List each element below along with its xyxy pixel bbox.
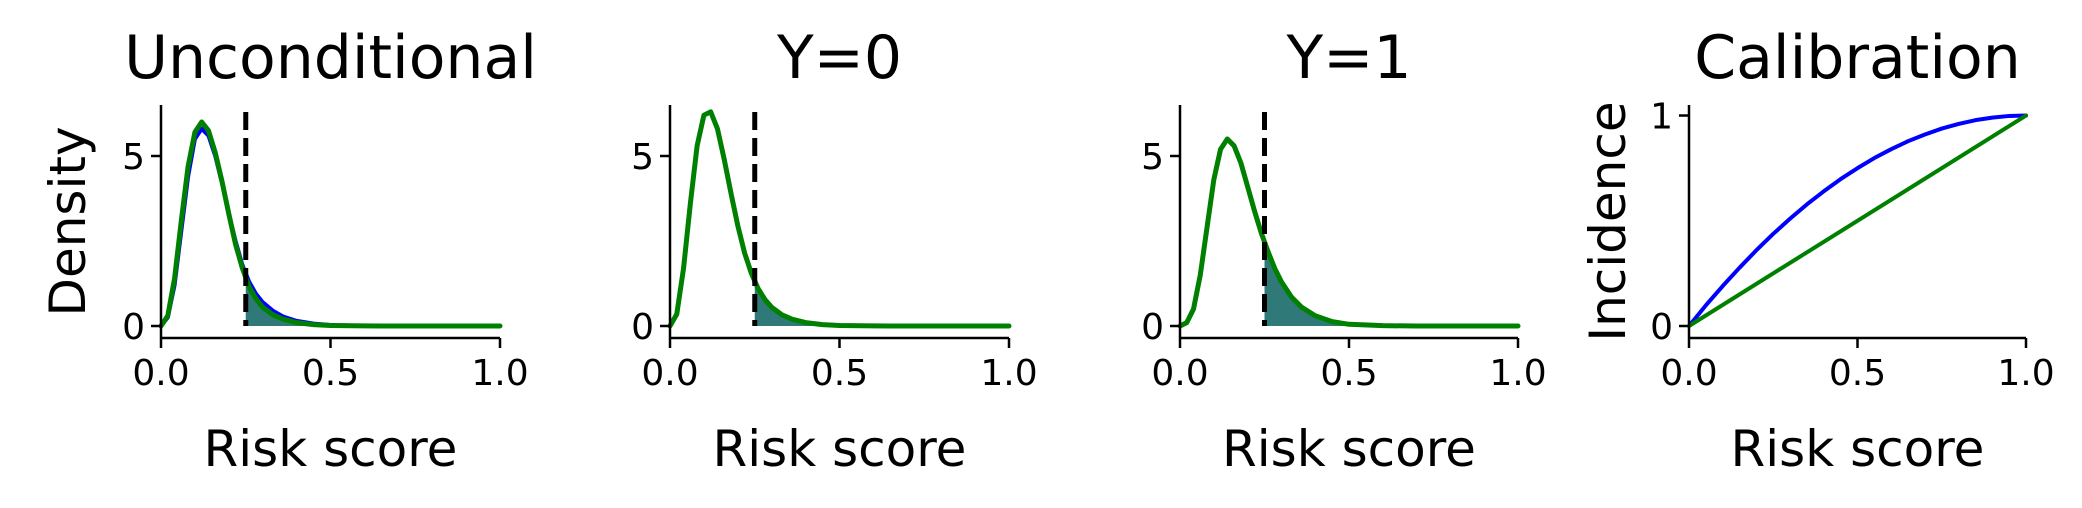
y-tick-label: 5 [122,137,145,178]
y-tick-label: 5 [631,137,654,178]
shaded-tail-area [1264,241,1518,326]
x-axis-label: Risk score [1222,420,1476,478]
x-tick-label: 0.5 [302,353,359,394]
x-tick-label: 1.0 [471,353,528,394]
series-line-green [158,119,503,329]
x-tick-label: 0.0 [641,353,698,394]
y-tick-label: 0 [631,307,654,348]
x-tick-label: 0.0 [1660,353,1717,394]
y-axis-label: Incidence [1579,101,1637,341]
chart-panel-1: 0.0 0.5 1.0 0 5 Unconditional Risk score Densit… [39,23,537,478]
shaded-tail-area [245,277,500,326]
y-tick-label: 1 [1650,97,1673,138]
chart-title: Unconditional [124,23,537,93]
chart-panel-2: 0.0 0.5 1.0 0 5 Y=0 Risk score [631,23,1038,478]
chart-title: Calibration [1694,23,2020,93]
x-tick-label: 0.5 [811,353,868,394]
y-axis-label: Density [39,126,97,316]
chart-title: Y=1 [1285,23,1411,93]
x-tick-label: 1.0 [1489,353,1546,394]
x-tick-label: 0.5 [1829,353,1886,394]
series-line-blue [159,126,502,328]
x-axis-label: Risk score [1731,420,1985,478]
chart-panel-3: 0.0 0.5 1.0 0 5 Y=1 Risk score [1141,23,1547,478]
chart-panel-4: 0.0 0.5 1.0 0 1 Calibration Risk score Incidenc… [1579,23,2055,478]
series-line-green [667,109,1012,329]
x-axis-label: Risk score [713,420,967,478]
x-tick-label: 0.5 [1320,353,1377,394]
series-line-green [1177,136,1521,329]
x-tick-label: 0.0 [1151,353,1208,394]
x-tick-label: 0.0 [132,353,189,394]
series-line-green [1687,113,2028,328]
x-tick-label: 1.0 [980,353,1037,394]
shaded-tail-area [754,280,1009,326]
y-tick-label: 0 [1650,307,1673,348]
y-tick-label: 0 [1141,307,1164,348]
y-tick-label: 5 [1141,137,1164,178]
y-tick-label: 0 [122,307,145,348]
x-tick-label: 1.0 [1997,353,2054,394]
series-line-blue [1687,113,2028,328]
chart-title: Y=0 [776,23,902,93]
x-axis-label: Risk score [204,420,458,478]
series-line-blue [1178,137,1520,328]
